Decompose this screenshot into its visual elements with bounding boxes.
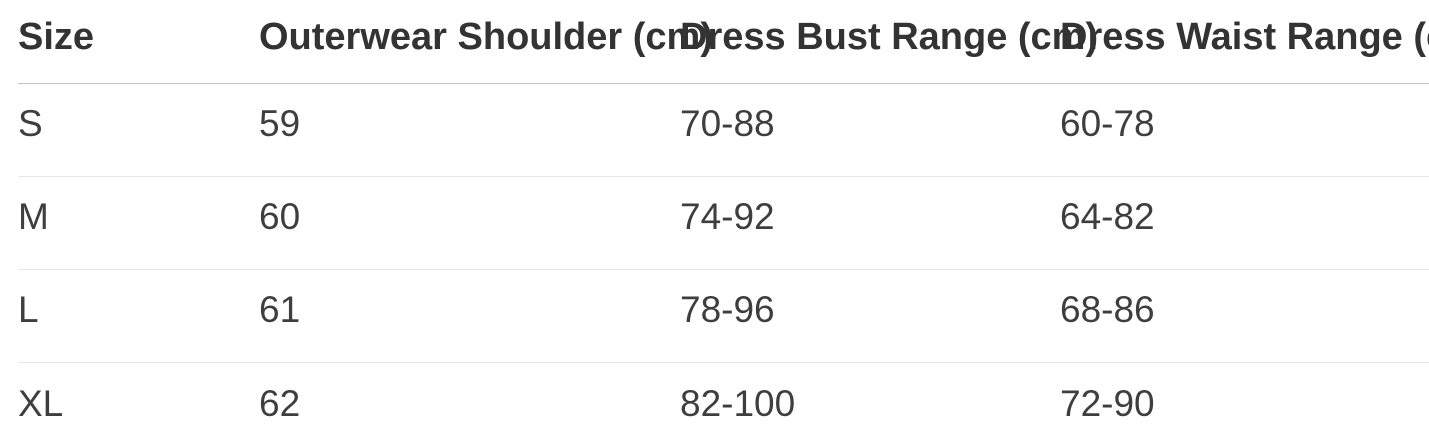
cell-size: M	[18, 196, 49, 237]
table-row-m: M 60 74-92 64-82	[18, 177, 1429, 270]
cell-waist: 68-86	[1060, 289, 1155, 330]
column-header-dress-bust-range: Dress Bust Range (cm)	[680, 16, 1099, 58]
cell-size: S	[18, 103, 43, 144]
cell-shoulder: 59	[259, 103, 301, 144]
cell-bust: 70-88	[680, 103, 775, 144]
cell-shoulder: 60	[259, 196, 301, 237]
cell-waist: 72-90	[1060, 382, 1155, 424]
cell-size: L	[18, 289, 39, 330]
table-header-row: Size Outerwear Shoulder (cm) Dress Bust …	[18, 0, 1429, 84]
table-row-xl: XL 62 82-100 72-90	[18, 363, 1429, 433]
cell-shoulder: 61	[259, 289, 301, 330]
cell-shoulder: 62	[259, 382, 301, 424]
column-header-outerwear-shoulder: Outerwear Shoulder (cm)	[259, 16, 713, 58]
cell-size: XL	[18, 382, 64, 424]
table-row-s: S 59 70-88 60-78	[18, 84, 1429, 177]
column-header-dress-waist-range: Dress Waist Range (cm)	[1060, 16, 1429, 58]
cell-bust: 78-96	[680, 289, 775, 330]
cell-bust: 74-92	[680, 196, 775, 237]
cell-bust: 82-100	[680, 382, 796, 424]
table-row-l: L 61 78-96 68-86	[18, 270, 1429, 363]
column-header-size: Size	[18, 16, 95, 58]
size-chart-table: Size Outerwear Shoulder (cm) Dress Bust …	[18, 0, 1429, 433]
cell-waist: 64-82	[1060, 196, 1155, 237]
cell-waist: 60-78	[1060, 103, 1155, 144]
